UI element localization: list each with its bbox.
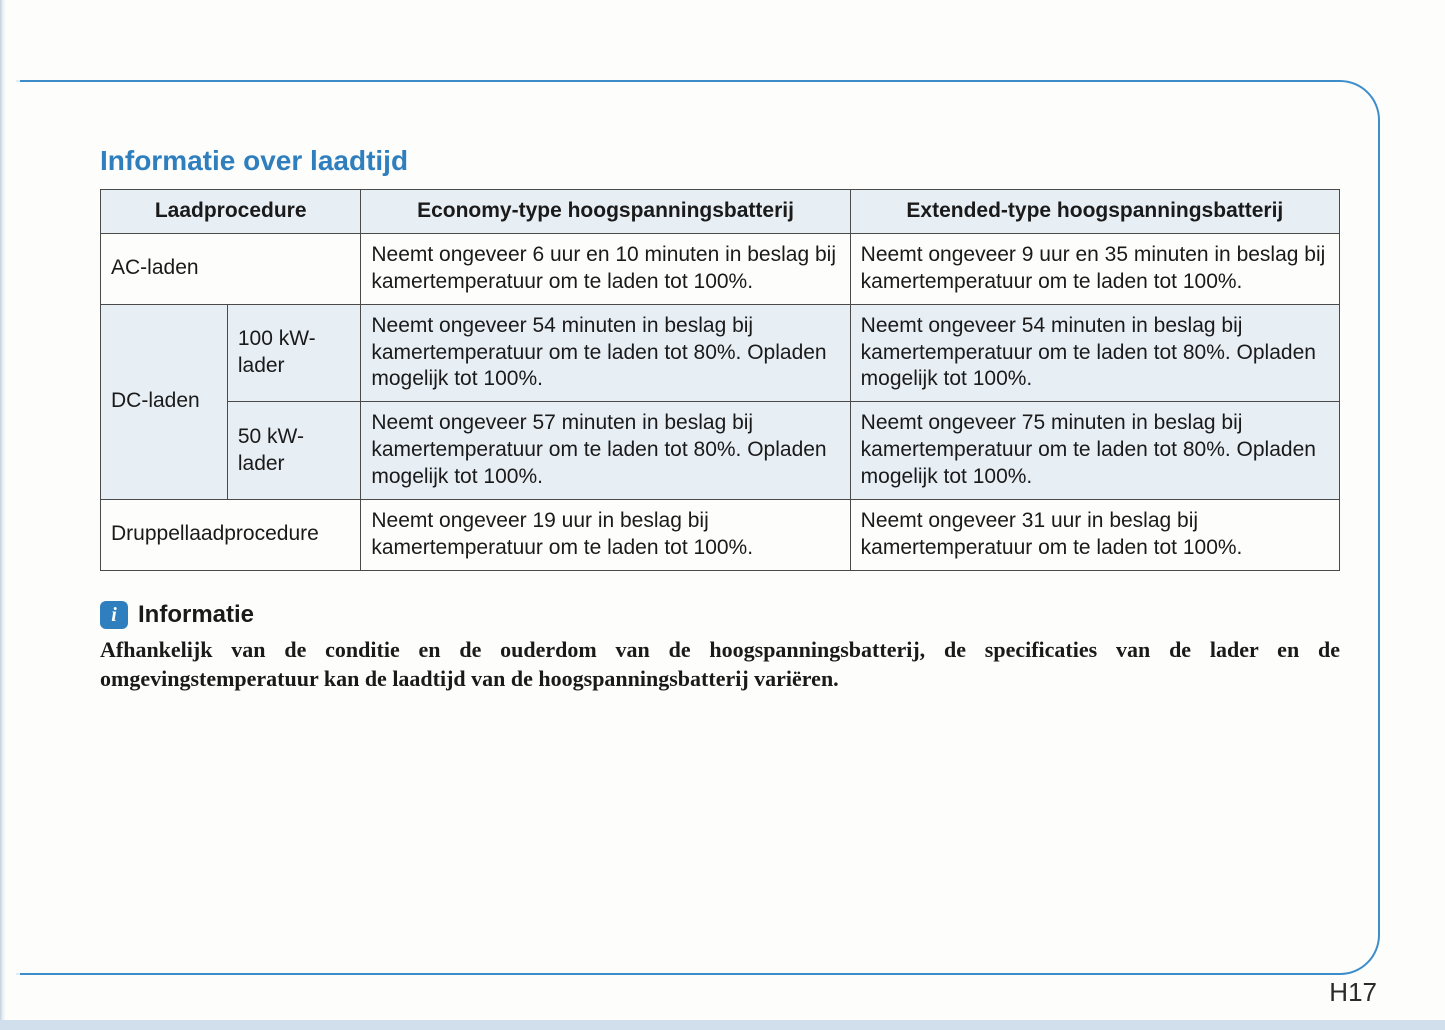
- cell-trickle-extended: Neemt ongeveer 31 uur in beslag bij kame…: [850, 499, 1339, 570]
- cell-dc-100-label: 100 kW-lader: [227, 304, 361, 402]
- cell-dc-100-economy: Neemt ongeveer 54 minuten in beslag bij …: [361, 304, 850, 402]
- table-row-dc-50: 50 kW-lader Neemt ongeveer 57 minuten in…: [101, 402, 1340, 500]
- information-title: Informatie: [138, 601, 254, 629]
- page-background: Informatie over laadtijd Laadprocedure E…: [0, 0, 1445, 1030]
- cell-trickle-label: Druppellaadprocedure: [101, 499, 361, 570]
- page-sheet: Informatie over laadtijd Laadprocedure E…: [0, 0, 1445, 1020]
- th-economy: Economy-type hoogspanningsbatterij: [361, 190, 850, 234]
- th-procedure: Laadprocedure: [101, 190, 361, 234]
- table-row-ac: AC-laden Neemt ongeveer 6 uur en 10 minu…: [101, 233, 1340, 304]
- cell-ac-label: AC-laden: [101, 233, 361, 304]
- information-body: Afhankelijk van de conditie en de ouderd…: [100, 635, 1340, 694]
- page-spine-shadow: [0, 0, 20, 1020]
- th-extended: Extended-type hoogspanningsbatterij: [850, 190, 1339, 234]
- cell-trickle-economy: Neemt ongeveer 19 uur in beslag bij kame…: [361, 499, 850, 570]
- cell-dc-50-label: 50 kW-lader: [227, 402, 361, 500]
- cell-ac-economy: Neemt ongeveer 6 uur en 10 minuten in be…: [361, 233, 850, 304]
- info-icon: i: [100, 601, 128, 629]
- cell-dc-50-extended: Neemt ongeveer 75 minuten in beslag bij …: [850, 402, 1339, 500]
- information-callout: i Informatie Afhankelijk van de conditie…: [100, 601, 1340, 694]
- information-header: i Informatie: [100, 601, 1340, 629]
- cell-ac-extended: Neemt ongeveer 9 uur en 35 minuten in be…: [850, 233, 1339, 304]
- section-title: Informatie over laadtijd: [100, 145, 1340, 177]
- page-number: H17: [1329, 977, 1377, 1008]
- table-row-dc-100: DC-laden 100 kW-lader Neemt ongeveer 54 …: [101, 304, 1340, 402]
- content-area: Informatie over laadtijd Laadprocedure E…: [100, 145, 1340, 694]
- charging-time-table: Laadprocedure Economy-type hoogspannings…: [100, 189, 1340, 571]
- cell-dc-label: DC-laden: [101, 304, 228, 499]
- table-header-row: Laadprocedure Economy-type hoogspannings…: [101, 190, 1340, 234]
- cell-dc-50-economy: Neemt ongeveer 57 minuten in beslag bij …: [361, 402, 850, 500]
- cell-dc-100-extended: Neemt ongeveer 54 minuten in beslag bij …: [850, 304, 1339, 402]
- table-row-trickle: Druppellaadprocedure Neemt ongeveer 19 u…: [101, 499, 1340, 570]
